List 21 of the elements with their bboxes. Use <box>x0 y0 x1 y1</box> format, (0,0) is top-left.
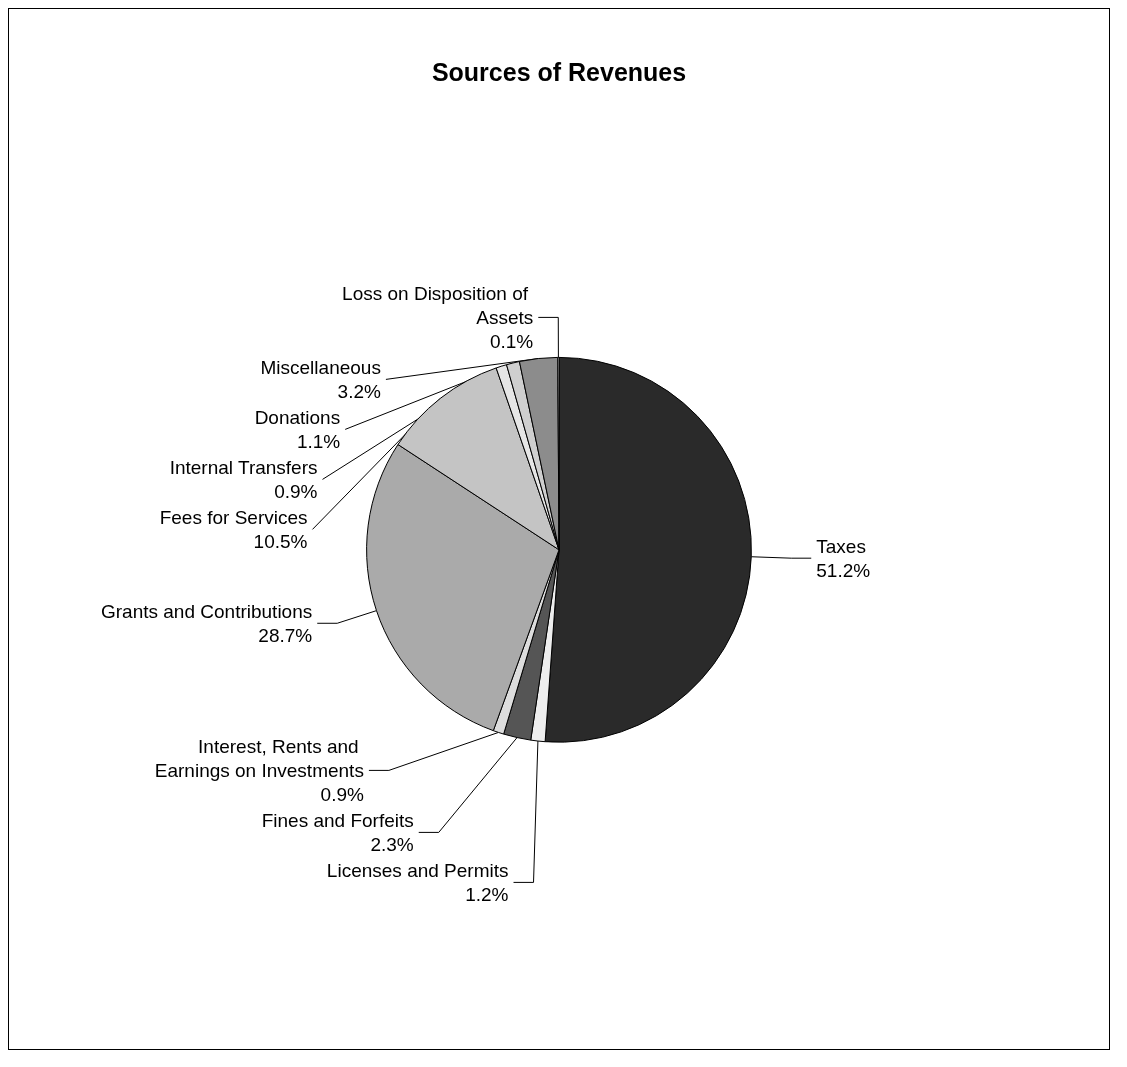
slice-label: Donations <box>254 406 341 428</box>
data-label: 28.7% <box>258 624 313 646</box>
data-label: 10.5% <box>253 530 308 552</box>
data-label: 2.3% <box>370 833 414 855</box>
slice-label: Licenses and Permits <box>326 859 509 881</box>
slice-label: Interest, Rents and Earnings on Investments <box>154 735 364 781</box>
data-label: 0.9% <box>320 783 364 805</box>
slice-label: Loss on Disposition of Assets <box>342 282 534 328</box>
data-label: 0.1% <box>489 330 534 352</box>
slice-label: Fines and Forfeits <box>261 809 414 831</box>
data-label: 3.2% <box>337 380 382 402</box>
chart-title: Sources of Revenues <box>431 57 687 86</box>
slice-label: Fees for Services <box>159 506 308 528</box>
slice-label: Miscellaneous <box>260 356 381 378</box>
data-label: 1.2% <box>465 883 509 905</box>
slice-label: Grants and Contributions <box>101 600 313 622</box>
data-label: 51.2% <box>816 559 871 581</box>
slice-label: Taxes <box>816 535 866 557</box>
data-label: 0.9% <box>274 480 318 502</box>
data-label: 1.1% <box>296 430 341 452</box>
slice-label: Internal Transfers <box>169 456 318 478</box>
